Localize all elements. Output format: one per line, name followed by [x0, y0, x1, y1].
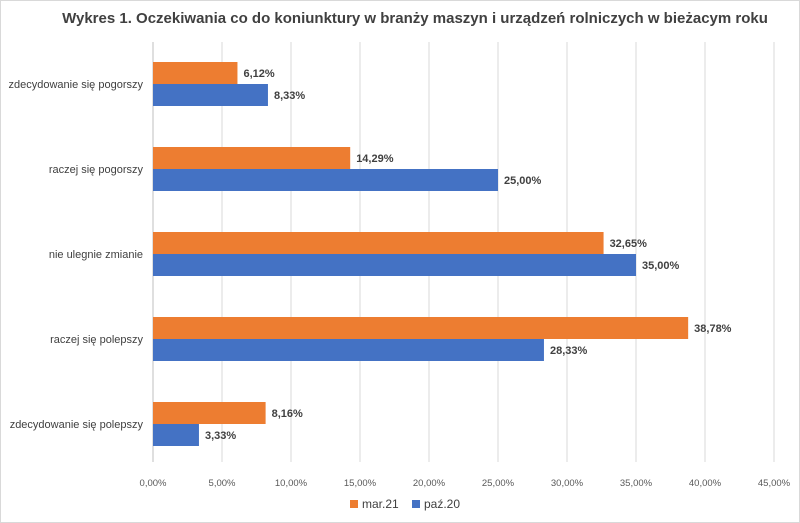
- legend-swatch: [412, 500, 420, 508]
- x-tick-label: 45,00%: [758, 478, 791, 489]
- bar-mar21: [153, 62, 238, 84]
- legend-label: mar.21: [362, 497, 399, 511]
- x-tick-label: 20,00%: [413, 478, 446, 489]
- legend-label: paź.20: [424, 497, 460, 511]
- x-tick-label: 25,00%: [482, 478, 515, 489]
- data-label: 3,33%: [205, 430, 236, 442]
- bar-paz20: [153, 84, 268, 106]
- data-label: 8,16%: [272, 408, 303, 420]
- bar-mar21: [153, 232, 604, 254]
- data-label: 35,00%: [642, 260, 680, 272]
- bar-mar21: [153, 317, 689, 339]
- category-label: nie ulegnie zmianie: [49, 249, 143, 261]
- x-tick-label: 10,00%: [275, 478, 308, 489]
- data-label: 14,29%: [356, 153, 394, 165]
- bar-paz20: [153, 424, 199, 446]
- category-label: zdecydowanie się polepszy: [10, 419, 144, 431]
- data-label: 38,78%: [694, 323, 732, 335]
- data-label: 28,33%: [550, 345, 588, 357]
- data-label: 25,00%: [504, 175, 542, 187]
- bar-paz20: [153, 254, 636, 276]
- category-label: zdecydowanie się pogorszy: [8, 79, 143, 91]
- x-tick-label: 35,00%: [620, 478, 653, 489]
- data-label: 8,33%: [274, 90, 305, 102]
- bar-mar21: [153, 147, 351, 169]
- x-tick-label: 40,00%: [689, 478, 722, 489]
- chart-title: Wykres 1. Oczekiwania co do koniunktury …: [62, 10, 768, 27]
- category-label: raczej się pogorszy: [49, 164, 144, 176]
- x-tick-label: 15,00%: [344, 478, 377, 489]
- x-tick-label: 5,00%: [209, 478, 236, 489]
- x-tick-label: 30,00%: [551, 478, 584, 489]
- legend-swatch: [350, 500, 358, 508]
- category-label: raczej się polepszy: [50, 334, 143, 346]
- bar-mar21: [153, 402, 266, 424]
- x-tick-label: 0,00%: [140, 478, 167, 489]
- bar-paz20: [153, 339, 544, 361]
- data-label: 6,12%: [243, 68, 274, 80]
- bar-paz20: [153, 169, 498, 191]
- data-label: 32,65%: [610, 238, 648, 250]
